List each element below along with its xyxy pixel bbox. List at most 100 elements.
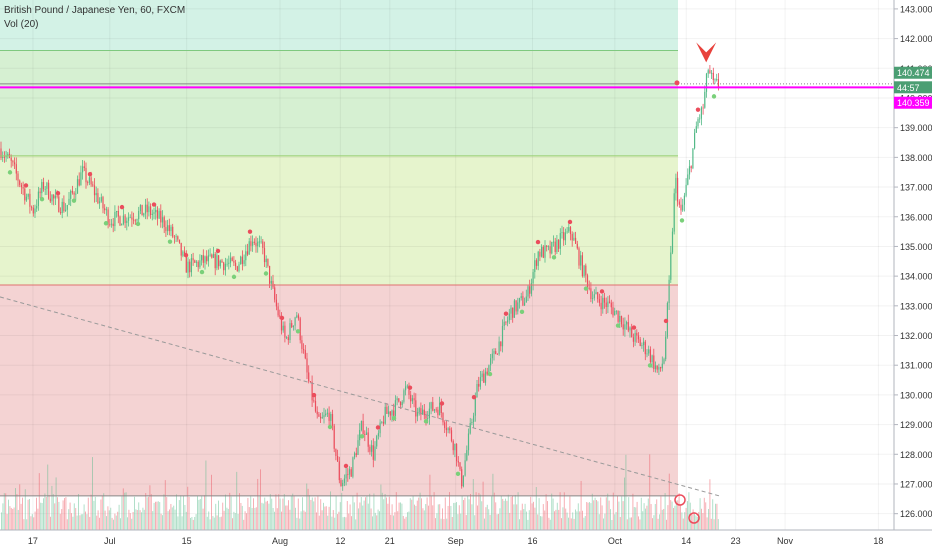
last-signal-dot	[674, 80, 680, 86]
volume-bar	[269, 494, 271, 530]
candle-body	[342, 482, 344, 487]
volume-bar	[465, 515, 467, 530]
volume-bar	[20, 503, 22, 530]
candle-body	[187, 261, 189, 273]
volume-bar	[670, 500, 672, 530]
candle-body	[714, 79, 716, 81]
candle-body	[427, 418, 429, 419]
candle-body	[547, 246, 549, 248]
candle-body	[539, 251, 541, 257]
volume-bar	[278, 494, 280, 530]
signal-dot	[407, 385, 413, 390]
volume-bar	[241, 505, 243, 530]
candle-body	[704, 91, 706, 108]
candle-body	[211, 254, 213, 258]
volume-bar	[607, 493, 609, 530]
signal-dot	[615, 323, 621, 328]
candle-body	[202, 255, 204, 263]
volume-bar	[505, 498, 506, 530]
candle-body	[148, 206, 150, 213]
volume-bar	[584, 515, 586, 530]
candle-body	[345, 474, 347, 479]
candle-body	[668, 279, 670, 304]
volume-bar	[527, 519, 529, 530]
price-tick-label: 128.000	[900, 450, 932, 460]
volume-bar	[533, 501, 534, 530]
time-axis: 17 Jul 15 Aug 12 21 Sep 16 Oct 14 23 Nov 18	[0, 529, 932, 550]
candle-body	[17, 173, 19, 181]
volume-bar	[247, 497, 249, 530]
candle-body	[490, 358, 492, 366]
candle-body	[571, 234, 573, 241]
volume-bar	[83, 504, 85, 530]
signal-dot	[567, 219, 573, 225]
volume-bar	[549, 519, 551, 530]
volume-bar	[380, 484, 382, 530]
candle-body	[671, 231, 674, 253]
volume-bar	[492, 473, 494, 530]
volume-bar	[173, 505, 175, 530]
volume-bar	[570, 518, 572, 530]
volume-bar	[510, 496, 512, 530]
candle-body	[452, 440, 454, 451]
volume-bar	[121, 496, 123, 530]
volume-bar	[580, 480, 582, 530]
candle-body	[517, 302, 519, 312]
volume-bar	[115, 515, 117, 530]
volume-bar	[257, 478, 259, 530]
volume-bar	[624, 477, 625, 530]
volume-bar	[206, 516, 208, 530]
volume-bar	[191, 516, 193, 530]
volume-bar	[328, 506, 330, 530]
volume-bar	[363, 500, 365, 530]
candle-body	[617, 310, 619, 322]
candle-body	[551, 241, 553, 254]
volume-bar	[612, 492, 614, 530]
volume-bar	[268, 503, 270, 530]
candle-body	[248, 241, 250, 255]
volume-bar	[73, 503, 75, 530]
price-tick-label: 142.000	[900, 34, 932, 44]
candle-body	[3, 156, 5, 158]
candle-body	[632, 337, 634, 342]
candle-body	[569, 227, 572, 235]
time-tick-label: 21	[385, 536, 395, 546]
volume-bar	[614, 514, 616, 530]
volume-bar	[428, 505, 429, 530]
candle-body	[163, 217, 165, 228]
candle-body	[677, 177, 679, 202]
candle-body	[624, 324, 626, 330]
volume-bar	[479, 494, 481, 530]
signal-dot	[631, 325, 637, 330]
volume-bar	[587, 502, 589, 530]
candle-body	[19, 180, 21, 185]
volume-bar	[75, 508, 77, 530]
candle-body	[70, 190, 72, 199]
zone-top	[0, 0, 678, 51]
time-tick-label: Jul	[104, 536, 116, 546]
candle-body	[158, 210, 160, 219]
candle-body	[552, 241, 555, 243]
volume-bar	[502, 498, 504, 530]
signal-dot	[391, 416, 397, 421]
candle-body	[712, 72, 714, 81]
signal-dot	[39, 196, 45, 202]
signal-dot	[151, 202, 157, 207]
volume-bar	[643, 503, 645, 530]
volume-bar	[234, 513, 236, 530]
signal-dot	[455, 471, 461, 477]
volume-bar	[689, 502, 691, 530]
volume-bar	[262, 503, 264, 530]
candle-body	[12, 160, 14, 163]
candle-body	[437, 409, 439, 416]
volume-bar	[24, 489, 26, 530]
candle-body	[178, 239, 181, 243]
candle-body	[231, 257, 233, 261]
volume-bar	[330, 491, 331, 530]
volume-bar	[376, 515, 378, 530]
bar-countdown-label: 44:57	[897, 83, 920, 93]
candle-body	[430, 402, 432, 409]
candle-body	[529, 286, 531, 294]
candle-body	[578, 248, 580, 266]
